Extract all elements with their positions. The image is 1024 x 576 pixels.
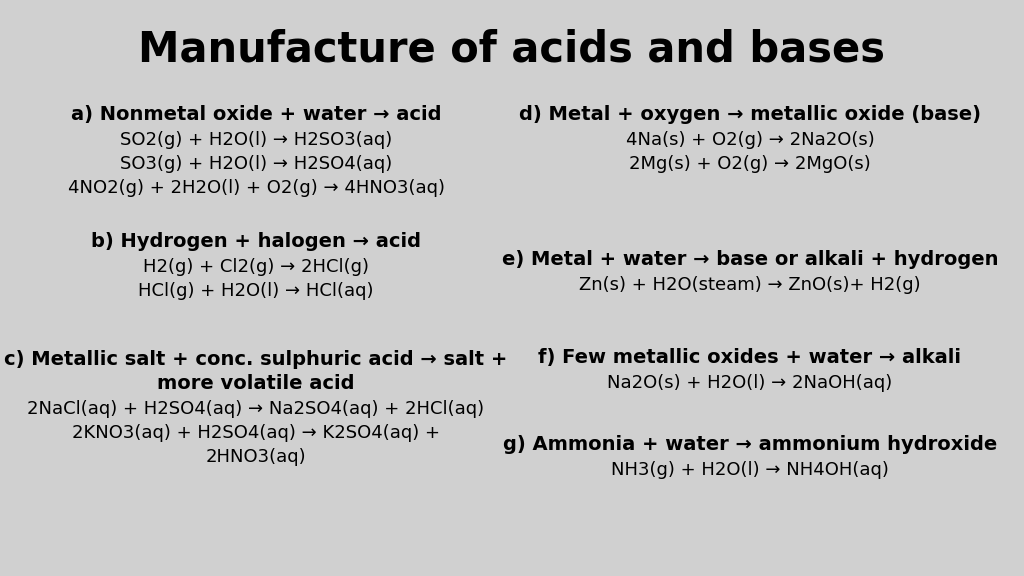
Text: 4Na(s) + O2(g) → 2Na2O(s): 4Na(s) + O2(g) → 2Na2O(s) [626, 131, 874, 149]
Text: Na2O(s) + H2O(l) → 2NaOH(aq): Na2O(s) + H2O(l) → 2NaOH(aq) [607, 374, 893, 392]
Text: 2HNO3(aq): 2HNO3(aq) [206, 448, 306, 466]
Text: 2Mg(s) + O2(g) → 2MgO(s): 2Mg(s) + O2(g) → 2MgO(s) [629, 155, 870, 173]
Text: d) Metal + oxygen → metallic oxide (base): d) Metal + oxygen → metallic oxide (base… [519, 105, 981, 124]
Text: b) Hydrogen + halogen → acid: b) Hydrogen + halogen → acid [91, 232, 421, 251]
Text: NH3(g) + H2O(l) → NH4OH(aq): NH3(g) + H2O(l) → NH4OH(aq) [611, 461, 889, 479]
Text: SO3(g) + H2O(l) → H2SO4(aq): SO3(g) + H2O(l) → H2SO4(aq) [120, 155, 392, 173]
Text: c) Metallic salt + conc. sulphuric acid → salt +: c) Metallic salt + conc. sulphuric acid … [4, 350, 508, 369]
Text: e) Metal + water → base or alkali + hydrogen: e) Metal + water → base or alkali + hydr… [502, 250, 998, 269]
Text: 4NO2(g) + 2H2O(l) + O2(g) → 4HNO3(aq): 4NO2(g) + 2H2O(l) + O2(g) → 4HNO3(aq) [68, 179, 444, 197]
Text: a) Nonmetal oxide + water → acid: a) Nonmetal oxide + water → acid [71, 105, 441, 124]
Text: SO2(g) + H2O(l) → H2SO3(aq): SO2(g) + H2O(l) → H2SO3(aq) [120, 131, 392, 149]
Text: Manufacture of acids and bases: Manufacture of acids and bases [138, 28, 886, 70]
Text: H2(g) + Cl2(g) → 2HCl(g): H2(g) + Cl2(g) → 2HCl(g) [143, 258, 369, 276]
Text: 2NaCl(aq) + H2SO4(aq) → Na2SO4(aq) + 2HCl(aq): 2NaCl(aq) + H2SO4(aq) → Na2SO4(aq) + 2HC… [28, 400, 484, 418]
Text: g) Ammonia + water → ammonium hydroxide: g) Ammonia + water → ammonium hydroxide [503, 435, 997, 454]
Text: 2KNO3(aq) + H2SO4(aq) → K2SO4(aq) +: 2KNO3(aq) + H2SO4(aq) → K2SO4(aq) + [72, 424, 440, 442]
Text: more volatile acid: more volatile acid [158, 374, 354, 393]
Text: HCl(g) + H2O(l) → HCl(aq): HCl(g) + H2O(l) → HCl(aq) [138, 282, 374, 300]
Text: f) Few metallic oxides + water → alkali: f) Few metallic oxides + water → alkali [539, 348, 962, 367]
Text: Zn(s) + H2O(steam) → ZnO(s)+ H2(g): Zn(s) + H2O(steam) → ZnO(s)+ H2(g) [580, 276, 921, 294]
